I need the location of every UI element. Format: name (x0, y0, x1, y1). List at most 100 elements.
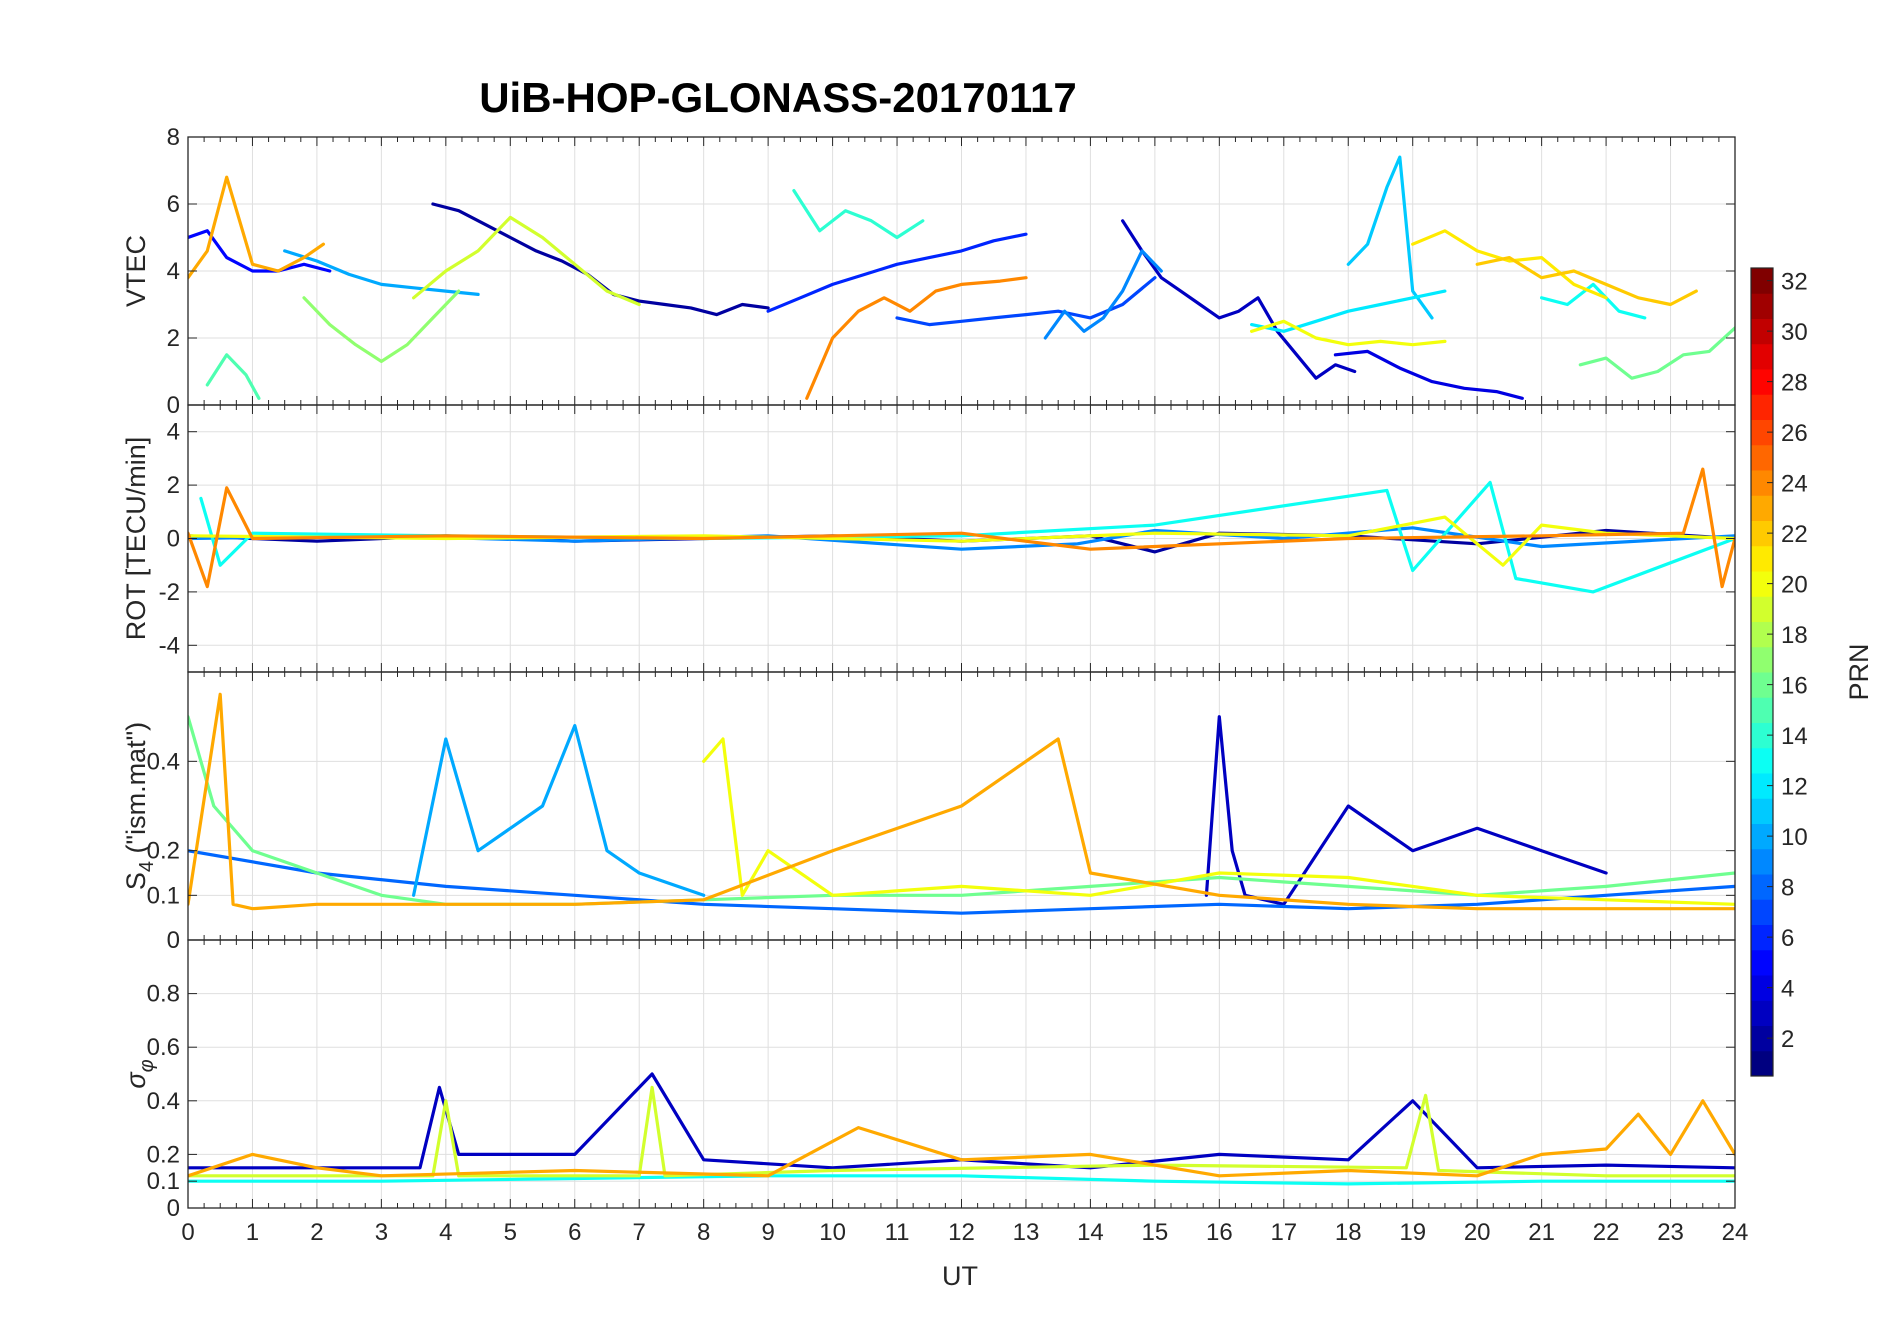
colorbar-segment (1751, 874, 1773, 900)
panel-sigma_phi: 00.10.2 0.4 0.6 0.8 σφ (121, 939, 1736, 1222)
x-tick-label: 23 (1657, 1219, 1684, 1246)
y-tick-label: 0.1 (147, 1168, 180, 1195)
series-prn-10 (412, 724, 706, 897)
series-prn-4 (1333, 349, 1524, 400)
series-prn-20 (702, 737, 1735, 906)
series-prn-24 (188, 467, 1735, 589)
panel-vtec: 0 2 4 6 8 VTEC (121, 124, 1736, 419)
x-axis-label: UT (942, 1261, 978, 1291)
series-prn-9 (1043, 249, 1163, 340)
colorbar-segment (1751, 975, 1773, 1001)
series-prn-16 (1578, 326, 1735, 380)
series-prn-23 (188, 1099, 1735, 1178)
colorbar-tick-label: 18 (1781, 622, 1808, 649)
colorbar-segment (1751, 419, 1773, 446)
colorbar-segment (1751, 495, 1773, 521)
series-prn-5 (188, 229, 332, 273)
colorbar-segment (1751, 621, 1773, 648)
series-prn-6 (766, 232, 1028, 313)
minor-ticks-vtec (187, 136, 1736, 406)
y-axis-label-vtec: VTEC (121, 235, 151, 307)
x-tick-label: 7 (633, 1219, 646, 1246)
colorbar-segment (1751, 697, 1773, 723)
x-tick-label: 1 (246, 1219, 259, 1246)
x-tick-label: 19 (1399, 1219, 1426, 1246)
gridlines-s4 (188, 672, 1735, 940)
series-prn-22 (1475, 256, 1698, 307)
y-tick-label: 0.6 (147, 1034, 180, 1061)
series-prn-23 (188, 692, 1735, 911)
gridlines-vtec (188, 137, 1735, 405)
series-prn-13 (1540, 282, 1647, 320)
series-prn-14 (792, 189, 925, 240)
x-tick-label: 15 (1142, 1219, 1169, 1246)
colorbar-tick-label: 12 (1781, 774, 1808, 801)
colorbar-segment (1751, 394, 1773, 420)
chart-title: UiB-HOP-GLONASS-20170117 (479, 74, 1077, 121)
colorbar-segment (1751, 444, 1773, 471)
y-tick-label: -2 (159, 579, 180, 606)
x-tick-label: 13 (1013, 1219, 1040, 1246)
series-prn-24 (805, 276, 1028, 400)
x-tick-label: 14 (1077, 1219, 1104, 1246)
colorbar-segment (1751, 1050, 1773, 1077)
series-group-rot (188, 467, 1735, 594)
colorbar-tick-label: 22 (1781, 521, 1808, 548)
minor-ticks-sigma_phi (187, 940, 1736, 1209)
x-tick-label: 5 (504, 1219, 517, 1246)
x-tick-label: 0 (181, 1219, 194, 1246)
y-tick-label: 4 (167, 258, 180, 285)
y-tick-label: 2 (167, 325, 180, 352)
series-prn-19 (412, 215, 641, 307)
colorbar-segment (1751, 722, 1773, 749)
series-prn-12 (1250, 289, 1447, 333)
series-prn-13 (188, 1174, 1735, 1186)
y-axis-label-s4: S4 ("ism.mat") (121, 722, 158, 890)
x-tick-label: 22 (1593, 1219, 1620, 1246)
colorbar-tick-label: 2 (1781, 1026, 1794, 1053)
x-tick-label: 24 (1722, 1219, 1749, 1246)
colorbar-segment (1751, 1000, 1773, 1026)
series-prn-8 (188, 849, 1735, 915)
y-tick-label: 0 (167, 392, 180, 419)
series-prn-20 (1250, 319, 1447, 347)
colorbar-segment (1751, 773, 1773, 799)
colorbar-tick-label: 4 (1781, 976, 1794, 1003)
minor-ticks-s4 (187, 672, 1736, 941)
x-tick-label: 21 (1528, 1219, 1555, 1246)
series-prn-7 (895, 276, 1157, 327)
colorbar-tick-label: 16 (1781, 673, 1808, 700)
x-tick-label: 10 (819, 1219, 846, 1246)
series-prn-21 (1411, 229, 1608, 300)
y-tick-label: 6 (167, 191, 180, 218)
colorbar-segment (1751, 899, 1773, 925)
x-tick-label: 3 (375, 1219, 388, 1246)
colorbar-tick-label: 10 (1781, 824, 1808, 851)
y-tick-label: -4 (159, 632, 180, 659)
colorbar-tick-label: 24 (1781, 471, 1808, 498)
x-tick-label: 4 (439, 1219, 452, 1246)
minor-ticks-rot (187, 405, 1736, 672)
colorbar-segment (1751, 545, 1773, 572)
y-tick-label: 8 (167, 124, 180, 151)
series-prn-15 (205, 353, 261, 400)
series-prn-19 (188, 1085, 1735, 1178)
colorbar-tick-label: 20 (1781, 572, 1808, 599)
colorbar-segment (1751, 369, 1773, 395)
colorbar-segment (1751, 470, 1773, 496)
y-axis-label-rot: ROT [TECU/min] (121, 437, 151, 641)
colorbar-segment (1751, 798, 1773, 824)
colorbar-frame (1750, 267, 1774, 1077)
y-tick-label: 0 (167, 526, 180, 553)
colorbar-segment (1751, 823, 1773, 850)
y-tick-label: 0.2 (147, 1141, 180, 1168)
y-tick-label: 0 (167, 1195, 180, 1222)
colorbar-segment (1751, 672, 1773, 698)
x-tick-label: 2 (310, 1219, 323, 1246)
x-tick-label: 12 (948, 1219, 975, 1246)
colorbar-segment (1751, 924, 1773, 951)
x-tick-label: 18 (1335, 1219, 1362, 1246)
x-tick-label: 17 (1270, 1219, 1297, 1246)
colorbar-label: PRN (1844, 643, 1874, 700)
